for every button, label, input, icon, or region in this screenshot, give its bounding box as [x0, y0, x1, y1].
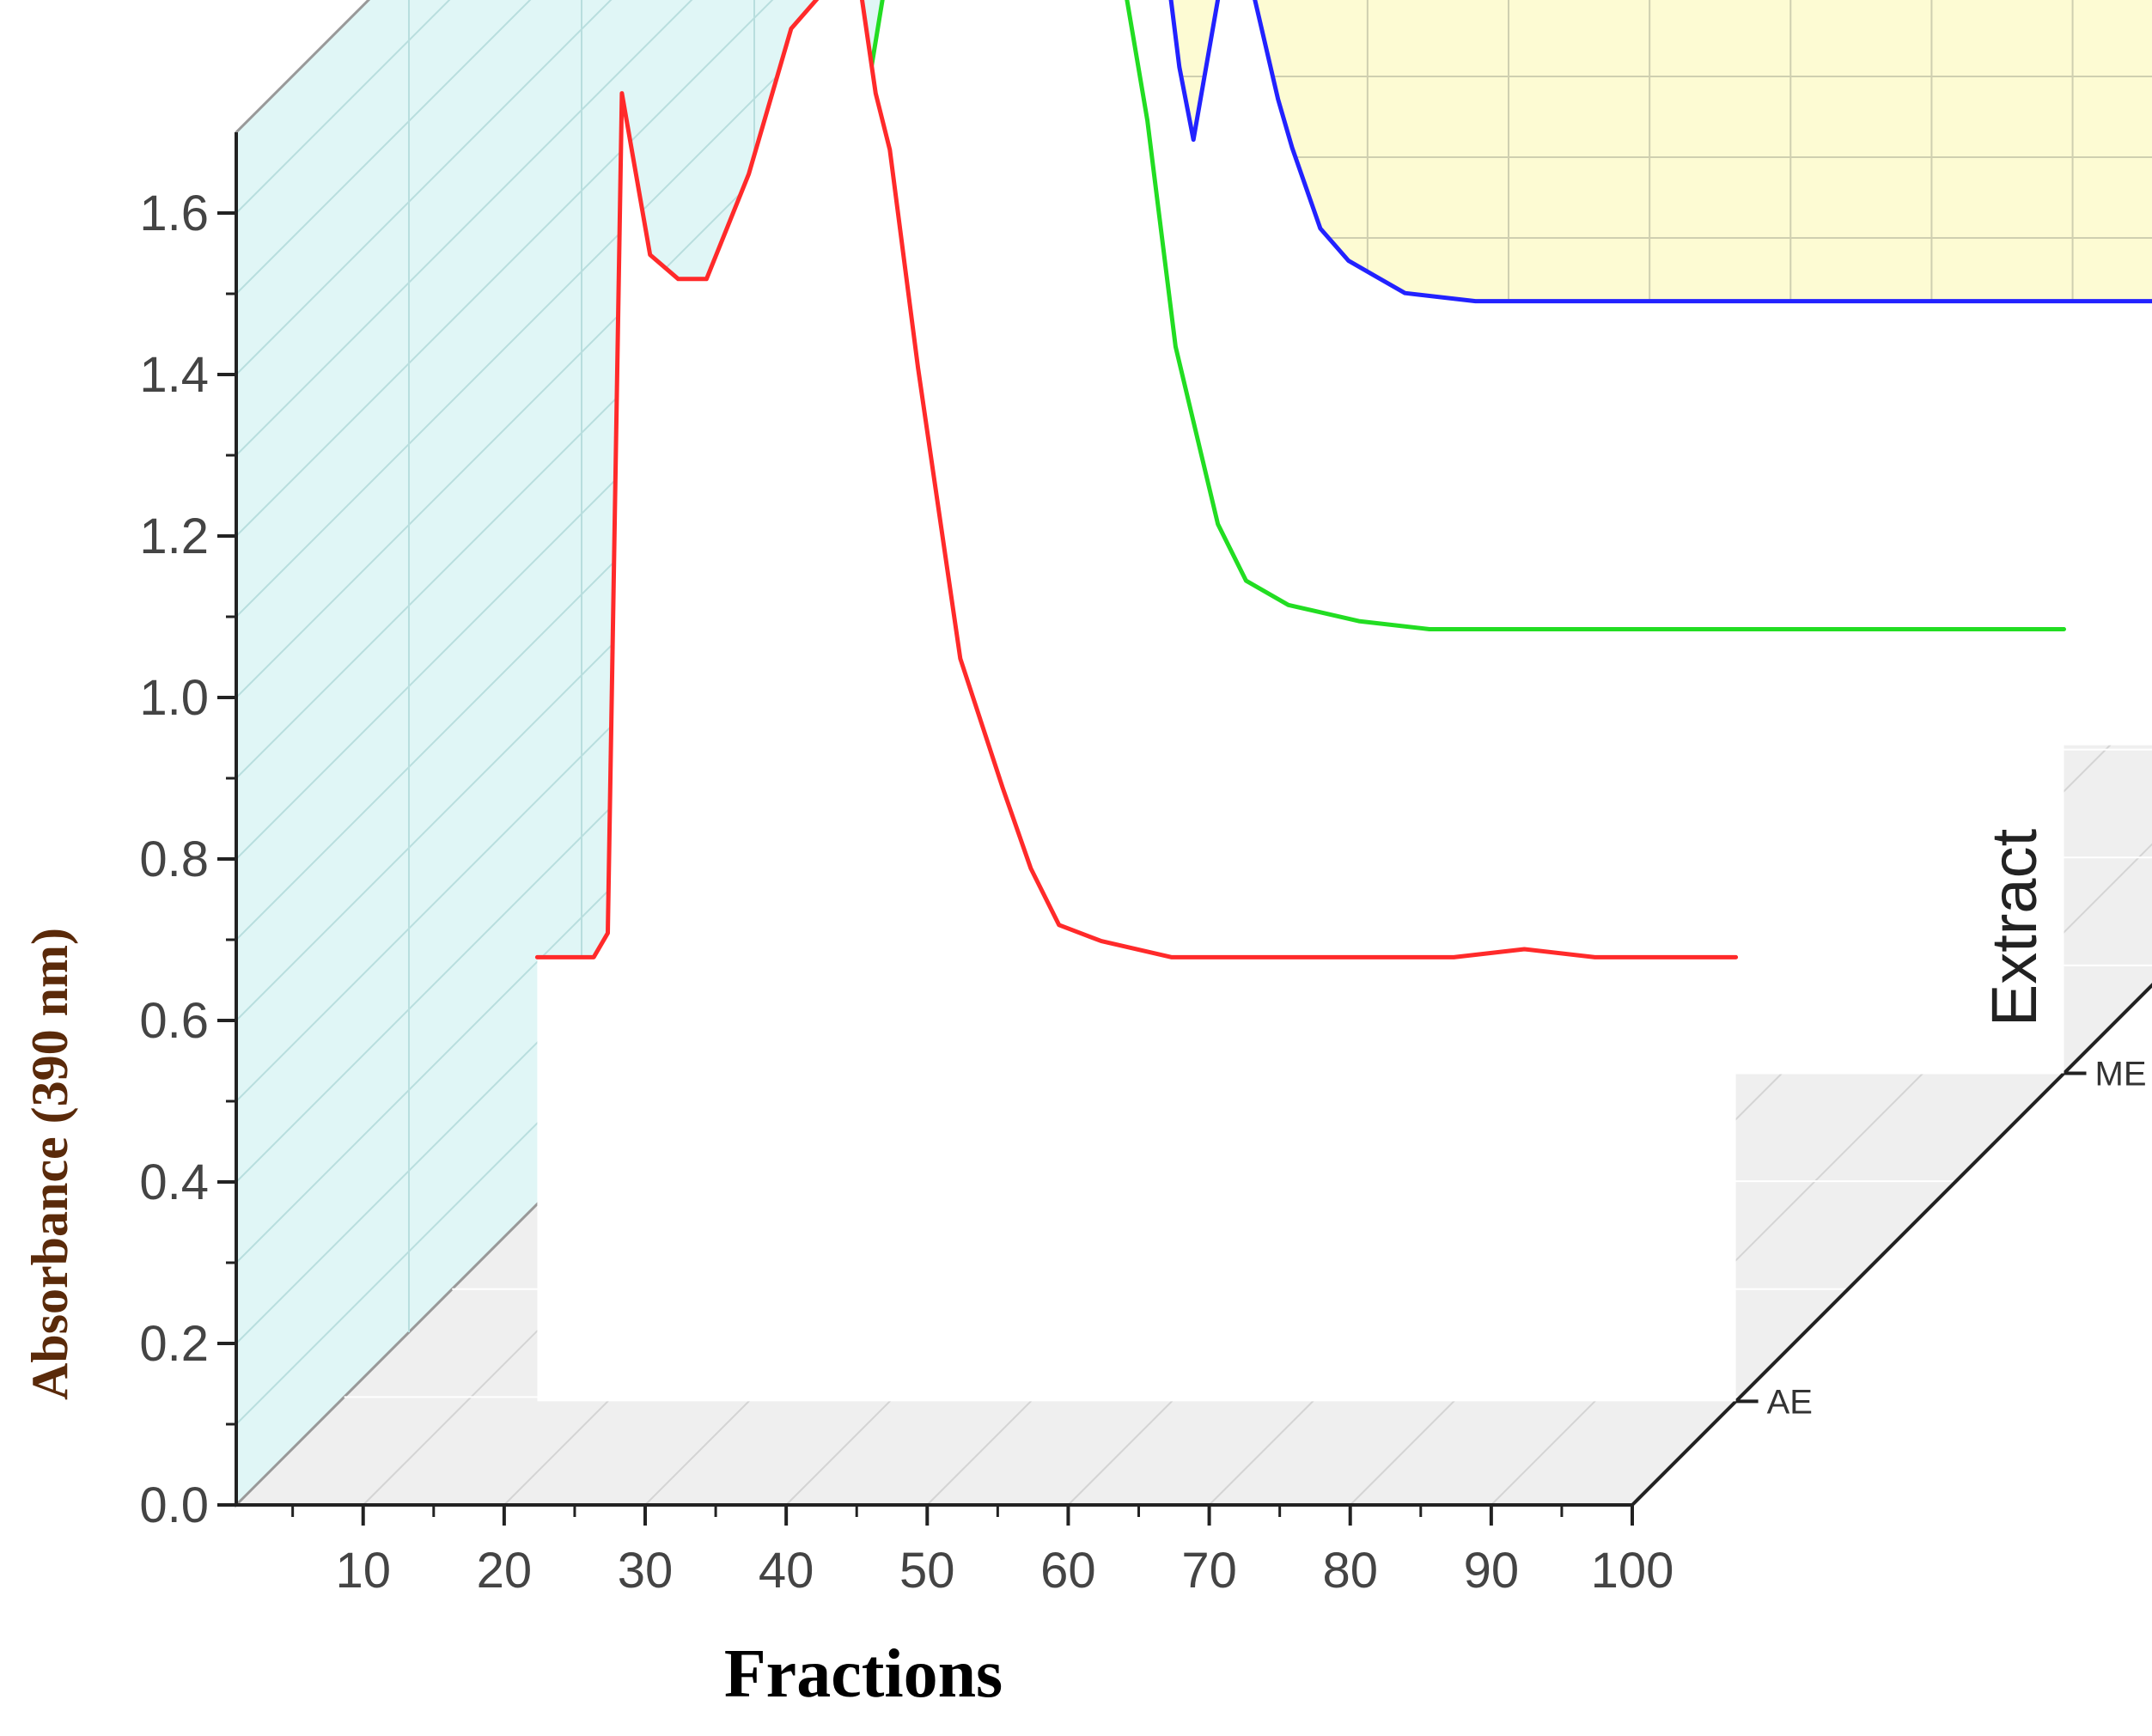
x-tick-label: 30 [618, 1543, 674, 1599]
x-tick-label: 10 [335, 1543, 391, 1599]
y-tick-label: 0.0 [139, 1477, 209, 1533]
z-axis-label: Extract [1978, 828, 2050, 1026]
x-tick-label: 100 [1591, 1543, 1674, 1599]
x-tick-label: 70 [1181, 1543, 1237, 1599]
y-tick-label: 1.0 [139, 670, 209, 726]
y-tick-label: 1.4 [139, 347, 209, 403]
side-wall-gridline [235, 0, 693, 456]
series-fill-ae [537, 0, 1736, 1402]
chart-labels: Fractions Absorbance (390 nm) Extract [21, 828, 2050, 1712]
series-fill-ee [996, 0, 2152, 746]
y-tick-label: 0.4 [139, 1154, 209, 1210]
y-axis-label: Absorbance (390 nm) [21, 928, 78, 1400]
x-tick-label: 20 [477, 1543, 533, 1599]
chart-axes: 0.0 0.2 0.4 0.6 0.8 1.0 1.2 1.4 1.6 10 20 30 40 50 60 7… [139, 132, 2152, 1599]
x-tick-label: 50 [899, 1543, 955, 1599]
y-tick-label: 0.2 [139, 1316, 209, 1372]
y-tick-label: 1.2 [139, 509, 209, 564]
side-wall-gridline [235, 0, 936, 698]
side-wall-gridline [235, 0, 855, 618]
chart-series [534, 0, 2152, 1402]
y-tick-label: 1.6 [139, 186, 209, 241]
x-tick-label: 90 [1464, 1543, 1520, 1599]
x-tick-label: 40 [759, 1543, 814, 1599]
x-axis-label: Fractions [724, 1636, 1003, 1712]
side-wall-gridline [235, 0, 451, 214]
side-wall-gridline [235, 0, 613, 375]
x-tick-label: 60 [1040, 1543, 1096, 1599]
side-wall-gridline [235, 0, 532, 295]
x-tick-label: 80 [1322, 1543, 1378, 1599]
y-tick-label: 0.6 [139, 993, 209, 1049]
side-wall-gridline [235, 0, 774, 537]
y-tick-label: 0.8 [139, 831, 209, 887]
z-tick-label: ME [2095, 1056, 2147, 1093]
series-line-ee [993, 0, 2152, 304]
z-tick-label: AE [1767, 1383, 1813, 1421]
series-line-ae [534, 0, 1739, 959]
series-fill-me [668, 0, 2064, 1074]
